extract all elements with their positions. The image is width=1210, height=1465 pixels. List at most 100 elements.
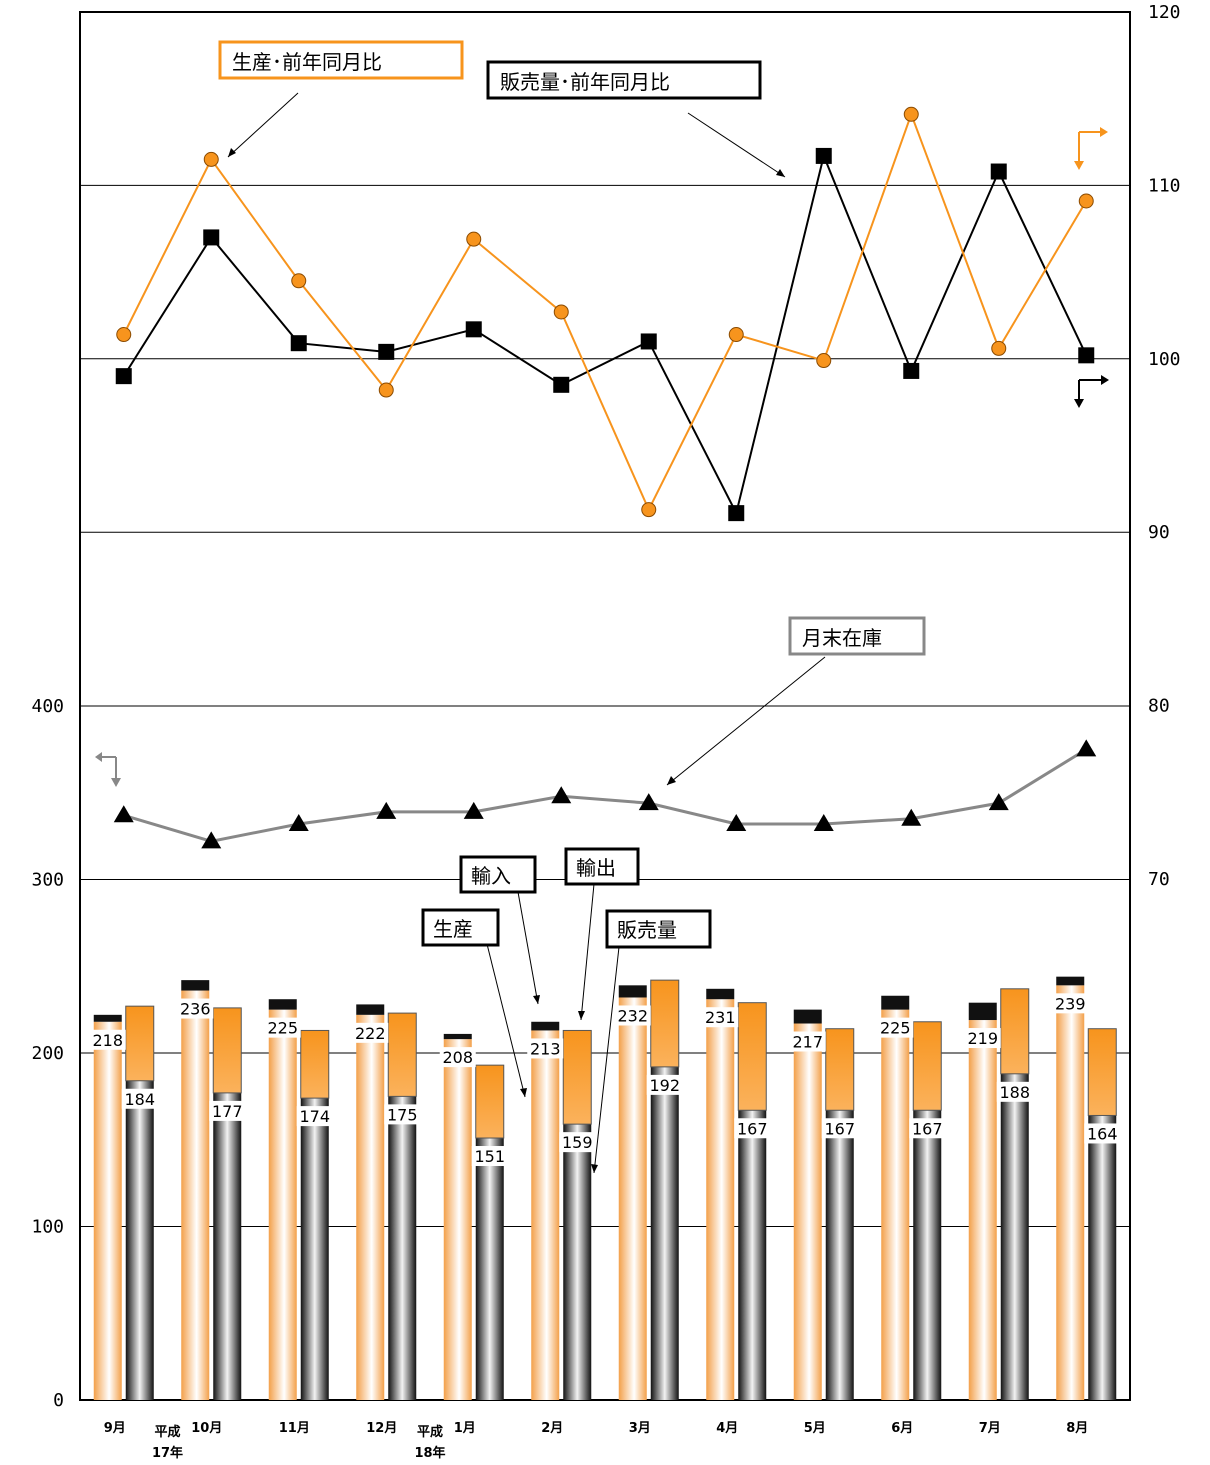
sales-ratio-point [465,321,482,338]
prod-ratio-point [291,273,307,289]
export-bar [212,1007,242,1094]
left-tick-label: 100 [31,1217,64,1238]
sales-label-bg [646,1074,683,1095]
bars: 218 184 236 177 225 174 222 175 208 151 213 159 232 1… [89,976,1121,1400]
right-tick-label: 90 [1148,522,1170,543]
inventory-line [123,748,1088,843]
import-bar [93,1014,122,1022]
production-data-label: 217 [792,1033,823,1052]
production-data-label: 225 [267,1019,298,1038]
month-label: 2月 [541,1421,563,1436]
import-bar [706,988,735,1000]
import-bar [618,985,647,998]
month-label: 4月 [716,1421,738,1436]
sales-bar [913,1110,942,1400]
sales-ratio-point [640,333,657,350]
sales-label-bg [384,1104,421,1125]
month-label: 6月 [891,1421,913,1436]
sales-data-label: 167 [737,1119,768,1138]
prod-ratio-point [466,231,482,247]
sales-label-bg [559,1132,596,1153]
sales-data-label: 175 [387,1105,418,1124]
arrow-export [580,883,595,1021]
sales-ratio-axis-arrow-icon [1074,375,1109,408]
sales-data-label: 177 [212,1102,243,1121]
production-label-bg [177,998,214,1019]
prod-ratio-point [203,151,219,167]
import-label: 輸入 [471,864,511,888]
month-label: 3月 [629,1421,651,1436]
export-bar [912,1021,942,1111]
inventory-axis-arrow-icon [95,752,121,787]
inventory-point [638,793,659,811]
arrowhead-production [520,1088,527,1097]
production-label-bg [1052,993,1089,1014]
sales-ratio-box [486,60,762,100]
prod-ratio-point [816,353,832,369]
sales-box [605,909,712,949]
arrow-sales [593,946,620,1174]
production-label-bg [439,1047,476,1068]
prod-ratio-point [641,502,657,518]
sales-data-label: 192 [649,1076,680,1095]
production-data-label: 219 [967,1029,998,1048]
sales-ratio-point [728,505,745,522]
inventory-point [463,801,484,819]
production-data-label: 231 [705,1008,736,1027]
production-data-label: 225 [880,1019,911,1038]
sales-bar [475,1138,504,1400]
export-bar [125,1005,155,1082]
right-tick-label: 120 [1148,2,1181,23]
production-bar [793,1023,822,1400]
production-bar [1056,985,1085,1400]
import-bar [881,995,910,1010]
sales-data-label: 184 [124,1090,155,1109]
arrowhead-sales-ratio [776,169,785,177]
arrow-sales-ratio [687,112,786,178]
sales-bar [825,1110,854,1400]
export-bar [825,1028,855,1111]
month-label: 1月 [454,1421,476,1436]
sales-label-bg [909,1118,946,1139]
annotations: 生産･前年同月比 販売量･前年同月比 月末在庫 輸入 輸出 生産 販売量 [95,40,1109,1174]
sales-label-bg [734,1118,771,1139]
inventory-point [288,813,309,831]
left-tick-label: 300 [31,870,64,891]
sales-ratio-point [290,335,307,352]
production-bar [443,1039,472,1400]
prod-ratio-point [116,327,132,343]
production-data-label: 236 [180,1000,211,1019]
sales-ratio-label: 販売量･前年同月比 [500,70,670,94]
sales-label-bg [821,1118,858,1139]
prod-ratio-point [903,106,919,122]
arrowhead-inventory [667,776,676,785]
prod-ratio-point [553,304,569,320]
lines [113,106,1097,849]
sales-bar [738,1110,767,1400]
sales-bar [300,1098,329,1400]
sales-data-label: 151 [474,1147,505,1166]
prod-ratio-axis-arrow-icon [1074,127,1108,170]
sales-bar [213,1092,242,1400]
sales-ratio-point [115,368,132,385]
export-bar [1087,1028,1117,1116]
production-label-bg [964,1028,1001,1049]
right-axis-ticks: 70 80 90 100 110 120 [1148,2,1181,890]
right-tick-label: 100 [1148,349,1181,370]
inventory-point [201,831,222,849]
month-label: 9月 [104,1421,126,1436]
inventory-point [901,808,922,826]
inventory-point [726,813,747,831]
month-label: 10月 [191,1421,222,1436]
production-bar [706,999,735,1400]
inventory-point [376,801,397,819]
sales-ratio-point [1078,347,1095,364]
export-bar [1000,988,1030,1075]
sales-label-bg [209,1100,246,1121]
month-label: 11月 [279,1421,310,1436]
export-box [564,847,640,886]
month-label: 12月 [366,1421,397,1436]
month-label: 7月 [979,1421,1001,1436]
production-data-label: 208 [442,1048,473,1067]
